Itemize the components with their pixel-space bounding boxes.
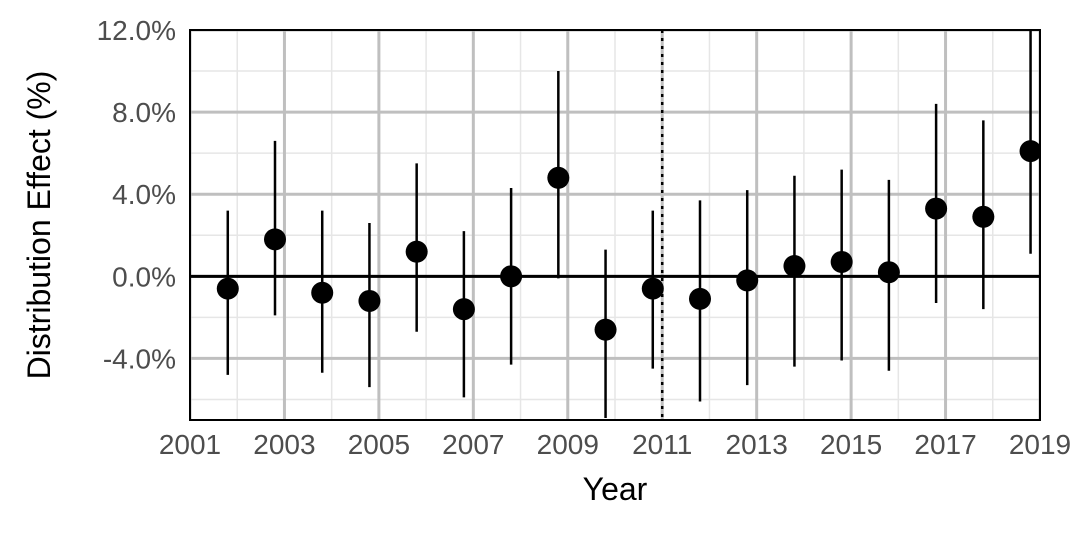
x-axis-title: Year bbox=[583, 471, 648, 507]
data-point bbox=[1020, 140, 1042, 162]
data-point bbox=[642, 278, 664, 300]
x-tick-label: 2011 bbox=[632, 429, 692, 460]
x-tick-label: 2001 bbox=[159, 429, 221, 460]
data-point bbox=[264, 228, 286, 250]
distribution-effect-chart: 2001 2003 2005 2007 2009 2011 2013 2015 2017 2019… bbox=[0, 0, 1080, 540]
data-point bbox=[358, 290, 380, 312]
y-tick-label: 12.0% bbox=[97, 15, 176, 46]
x-tick-label: 2015 bbox=[820, 429, 882, 460]
data-point bbox=[878, 261, 900, 283]
x-tick-label: 2003 bbox=[253, 429, 315, 460]
x-tick-label: 2005 bbox=[348, 429, 410, 460]
data-point bbox=[547, 167, 569, 189]
x-tick-label: 2019 bbox=[1009, 429, 1071, 460]
data-point bbox=[406, 241, 428, 263]
y-tick-label: 0.0% bbox=[112, 261, 176, 292]
chart-svg: 2001 2003 2005 2007 2009 2011 2013 2015 2017 2019… bbox=[0, 0, 1080, 540]
data-point bbox=[783, 255, 805, 277]
data-point bbox=[311, 282, 333, 304]
data-point bbox=[595, 319, 617, 341]
data-point bbox=[217, 278, 239, 300]
data-point bbox=[500, 265, 522, 287]
data-point bbox=[831, 251, 853, 273]
x-tick-label: 2009 bbox=[537, 429, 599, 460]
data-point bbox=[736, 269, 758, 291]
y-axis-title: Distribution Effect (%) bbox=[21, 71, 57, 380]
x-tick-label: 2017 bbox=[914, 429, 976, 460]
y-tick-label: 8.0% bbox=[112, 97, 176, 128]
y-tick-label: -4.0% bbox=[103, 343, 176, 374]
data-point bbox=[689, 288, 711, 310]
data-point bbox=[925, 198, 947, 220]
x-tick-label: 2007 bbox=[442, 429, 504, 460]
x-tick-label: 2013 bbox=[726, 429, 788, 460]
y-tick-label: 4.0% bbox=[112, 179, 176, 210]
data-point bbox=[972, 206, 994, 228]
data-point bbox=[453, 298, 475, 320]
